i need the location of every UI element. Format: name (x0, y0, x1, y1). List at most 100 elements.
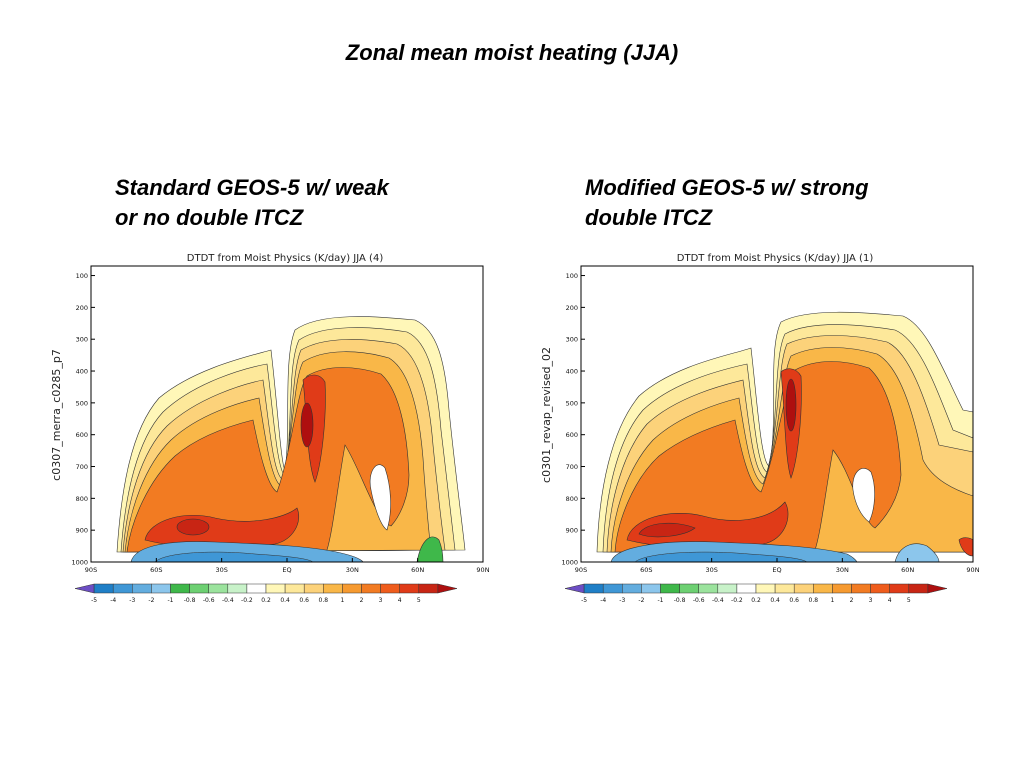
colorbar-swatch (927, 583, 948, 594)
colorbar-swatch (793, 583, 814, 594)
colorbar-swatch (698, 583, 719, 594)
colorbar-swatch (208, 583, 229, 594)
colorbar-swatch (151, 583, 171, 594)
colorbar-label: -1 (658, 597, 664, 604)
colorbar-label: -5 (91, 597, 97, 604)
contour-band-2 (614, 361, 902, 553)
colorbar-swatch (132, 583, 152, 594)
colorbar-label: 0.8 (319, 597, 329, 604)
colorbar-label: -0.4 (712, 597, 724, 604)
y-tick-label: 500 (76, 399, 88, 407)
y-tick-label: 300 (76, 336, 88, 344)
y-tick-label: 1000 (71, 559, 88, 567)
left-heading-line-2: or no double ITCZ (115, 205, 304, 230)
colorbar: -5 -4 -3 -2 -1 -0.8 -0.6 -0.4 -0.2 0.2 0.4 0.6 0.8 1 2… (564, 583, 948, 604)
colorbar-swatch (641, 583, 661, 594)
colorbar-label: 1 (340, 597, 344, 604)
colorbar-swatch (170, 583, 190, 594)
colorbar-label: -0.6 (693, 597, 705, 604)
colorbar-label: 5 (907, 597, 911, 604)
y-tick-label: 600 (566, 431, 578, 439)
x-tick-label: 90N (476, 566, 489, 574)
colorbar-label: -3 (129, 597, 135, 604)
colorbar-label: -0.8 (674, 597, 686, 604)
y-tick-label: 1000 (561, 559, 578, 567)
colorbar-swatch (342, 583, 362, 594)
y-tick-label: 700 (76, 463, 88, 471)
colorbar-label: -2 (148, 597, 154, 604)
colorbar-swatch (361, 583, 381, 594)
colorbar-label: 0.4 (770, 597, 780, 604)
x-tick-label: 30N (836, 566, 849, 574)
colorbar-swatch (583, 583, 604, 594)
colorbar-label: 3 (379, 597, 383, 604)
contour-negative-north (894, 543, 940, 563)
plot-area (580, 265, 974, 563)
contour-negative-surface-core (154, 551, 314, 563)
y-tick-label: 400 (76, 368, 88, 376)
y-tick-label: 700 (566, 463, 578, 471)
contour-band-4-south (638, 522, 696, 538)
x-tick-label: 60N (411, 566, 424, 574)
contour-white-gap (852, 468, 875, 523)
colorbar-swatch (399, 583, 420, 594)
colorbar-swatch (265, 583, 286, 594)
contour-band-2 (126, 367, 410, 553)
x-tick-label: 60S (150, 566, 162, 574)
colorbar-swatch (303, 583, 324, 594)
colorbar-label: 5 (417, 597, 421, 604)
x-tick-label: 30N (346, 566, 359, 574)
y-tick-label: 900 (566, 527, 578, 535)
y-tick-label: 200 (566, 304, 578, 312)
colorbar-swatch (323, 583, 343, 594)
y-tick-label: 800 (566, 495, 578, 503)
colorbar-swatch (908, 583, 929, 594)
right-heading-line-1: Modified GEOS-5 w/ strong (585, 175, 869, 200)
left-heading-line-1: Standard GEOS-5 w/ weak (115, 175, 389, 200)
plot-axes: 90S 60S 30S EQ 30N 60N 90N 100 200 300 400 500 600 70… (561, 272, 979, 574)
colorbar: -5 -4 -3 -2 -1 -0.8 -0.6 -0.4 -0.2 0.2 0.4 0.6 0.8 1 2… (74, 583, 458, 604)
colorbar-swatch (284, 583, 305, 594)
colorbar-label: -0.6 (203, 597, 215, 604)
colorbar-swatch (602, 583, 623, 594)
y-tick-label: 100 (566, 272, 578, 280)
colorbar-swatch (227, 583, 248, 594)
colorbar-label: 0.6 (299, 597, 309, 604)
colorbar-swatch (755, 583, 776, 594)
x-tick-label: 90S (575, 566, 587, 574)
colorbar-swatch (437, 583, 458, 594)
x-tick-label: EQ (282, 566, 291, 574)
y-tick-label: 500 (566, 399, 578, 407)
contour-band-4-south (176, 518, 210, 536)
left-panel-heading: Standard GEOS-5 w/ weak or no double ITC… (115, 173, 455, 233)
plot-title: DTDT from Moist Physics (K/day) JJA (4) (187, 253, 384, 264)
contour-negative-north (416, 536, 444, 563)
right-panel-heading: Modified GEOS-5 w/ strong double ITCZ (585, 173, 945, 233)
x-tick-label: 30S (705, 566, 717, 574)
colorbar-swatch (870, 583, 890, 594)
y-tick-label: 200 (76, 304, 88, 312)
y-tick-label: 900 (76, 527, 88, 535)
contour-white-gap (369, 464, 391, 531)
colorbar-swatch (380, 583, 400, 594)
colorbar-label: -5 (581, 597, 587, 604)
colorbar-swatch (622, 583, 642, 594)
y-tick-label: 100 (76, 272, 88, 280)
colorbar-label: -0.4 (222, 597, 234, 604)
slide-title: Zonal mean moist heating (JJA) (345, 40, 679, 65)
colorbar-swatch (93, 583, 114, 594)
colorbar-swatch (660, 583, 680, 594)
colorbar-swatch (189, 583, 209, 594)
colorbar-label: 1 (830, 597, 834, 604)
colorbar-swatch (679, 583, 699, 594)
colorbar-swatch (717, 583, 738, 594)
right-heading-line-2: double ITCZ (585, 205, 713, 230)
colorbar-label: -0.8 (184, 597, 196, 604)
y-tick-label: 800 (76, 495, 88, 503)
colorbar-label: 4 (888, 597, 892, 604)
contour-band-5-core (300, 402, 314, 448)
colorbar-label: 0.4 (280, 597, 290, 604)
x-tick-label: 30S (215, 566, 227, 574)
x-tick-label: 90N (966, 566, 979, 574)
colorbar-swatch (74, 583, 95, 594)
